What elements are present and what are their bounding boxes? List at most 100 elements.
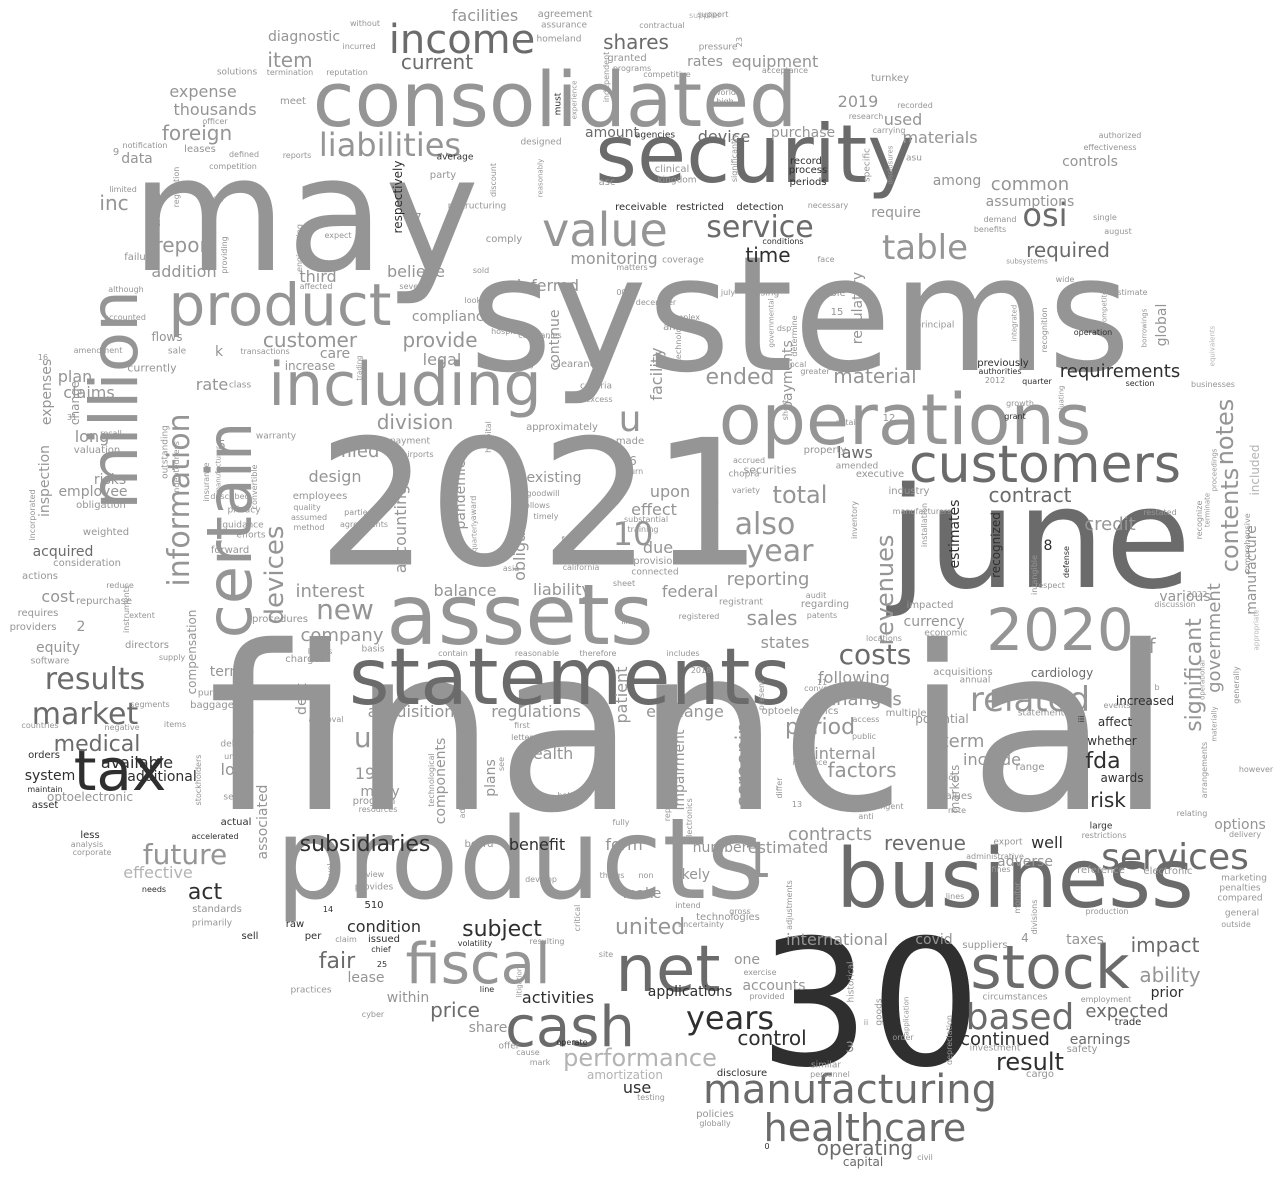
word-regarding: regarding [800, 599, 850, 610]
word-losses: losses [307, 647, 333, 656]
word-significantly: significantly [730, 133, 739, 183]
word-follows: follows [522, 501, 550, 510]
word-quality: quality [293, 503, 321, 512]
word-health: health [522, 744, 574, 763]
word-termination: termination [266, 68, 314, 77]
word-accrued: accrued [732, 456, 766, 465]
word-fair: fair [318, 949, 356, 974]
word-integrated: integrated [1010, 304, 1019, 342]
word-contingent: contingent [860, 802, 904, 811]
word-k: k [214, 344, 224, 360]
word-13: 13 [791, 800, 803, 809]
word-mark: mark [529, 1058, 551, 1067]
word-market: market [31, 697, 139, 732]
word-monitoring: monitoring [570, 249, 658, 268]
word-basis: basis [361, 644, 385, 655]
word-range: range [1015, 762, 1045, 773]
word-units: units [224, 752, 244, 761]
word-whether: whether [1087, 734, 1137, 748]
word-development: development [705, 465, 719, 545]
word-cardiology: cardiology [1030, 666, 1094, 680]
word-reputation: reputation [326, 68, 368, 77]
word-table: table [881, 228, 969, 268]
word-number: number [692, 840, 748, 856]
word-period: period [784, 715, 856, 740]
word-application: application [902, 996, 911, 1036]
word-property: property [803, 445, 847, 456]
word-risks: risks [93, 472, 127, 488]
word-research: research [848, 112, 884, 121]
word-requires: requires [17, 608, 59, 619]
word-multiple: multiple [885, 708, 927, 719]
word-portion: portion [929, 773, 959, 782]
word-leases: leases [184, 144, 216, 155]
word-10: 10 [612, 515, 654, 553]
word-b: b [1154, 683, 1160, 692]
word-outside: outside [1221, 920, 1251, 929]
word-gross: gross [729, 907, 751, 916]
word-things: things [599, 871, 625, 880]
word-accounted: accounted [104, 313, 146, 322]
word-similar: similar [810, 1060, 842, 1071]
word-2020: 2020 [986, 596, 1134, 664]
word-large: large [1089, 821, 1113, 832]
word-1: 1 [741, 833, 773, 889]
word-12: 12 [882, 413, 896, 424]
word-primarily: primarily [191, 918, 233, 929]
word-operations: operations [718, 379, 1092, 461]
word-prior: prior [1150, 985, 1184, 1001]
word-accounts: accounts [742, 978, 806, 994]
word-system: system [24, 768, 76, 784]
word-various: various [1159, 589, 1211, 605]
word-accelerated: accelerated [191, 832, 239, 841]
word-annual: annual [959, 675, 991, 686]
word-goodwill: goodwill [526, 489, 560, 498]
word-critical: critical [573, 904, 582, 932]
word-civil: civil [917, 1153, 933, 1162]
word-reasonably: reasonably [536, 158, 545, 198]
word-services: services [1101, 837, 1249, 878]
word-officer: officer [202, 117, 228, 126]
word-practices: practices [290, 985, 332, 996]
word-sold: sold [472, 266, 490, 275]
word-liabilities: liabilities [318, 126, 462, 164]
word-claims: claims [63, 383, 115, 402]
word-training: training [627, 525, 659, 534]
word-december: december [635, 298, 677, 307]
word-screening: screening [731, 709, 755, 807]
word-controls: controls [1062, 154, 1118, 170]
word-subsystems: subsystems [1006, 257, 1048, 266]
word-detection: detection [736, 202, 784, 213]
word-exchange: exchange [646, 702, 724, 721]
word-offer: offer [498, 1041, 520, 1052]
word-locations: locations [866, 634, 902, 643]
word-item: item [267, 48, 313, 72]
word-business: business [836, 832, 1194, 927]
word-businesses: businesses [1191, 380, 1235, 389]
word-operation: operation [1073, 328, 1113, 337]
word-contents: contents [1216, 467, 1244, 573]
word-9: 9 [112, 147, 120, 158]
word-guidance: guidance [222, 520, 264, 531]
word-actual: actual [220, 817, 252, 828]
word-likely: likely [673, 867, 711, 883]
word-2: 2 [76, 619, 86, 635]
word-expected: expected [1085, 1001, 1169, 1022]
word-review: review [357, 870, 385, 879]
word-ended: ended [705, 365, 775, 390]
word-performance: performance [563, 1044, 717, 1072]
word-method: method [293, 523, 325, 532]
word-devices: devices [260, 525, 290, 625]
word-negative: negative [104, 723, 140, 732]
word-analysis: analysis [70, 840, 104, 849]
word-related: related [969, 680, 1091, 720]
word-july: july [720, 288, 736, 297]
word-failure: failure [124, 252, 156, 263]
word-however: however [1238, 765, 1274, 774]
word-intend: intend [675, 901, 701, 910]
word-19: 19 [354, 764, 376, 783]
word-granted: granted [607, 53, 647, 64]
word-restrictions: restrictions [1081, 831, 1127, 840]
word-selling: selling [223, 792, 253, 803]
word-operational: operational [1198, 660, 1207, 700]
